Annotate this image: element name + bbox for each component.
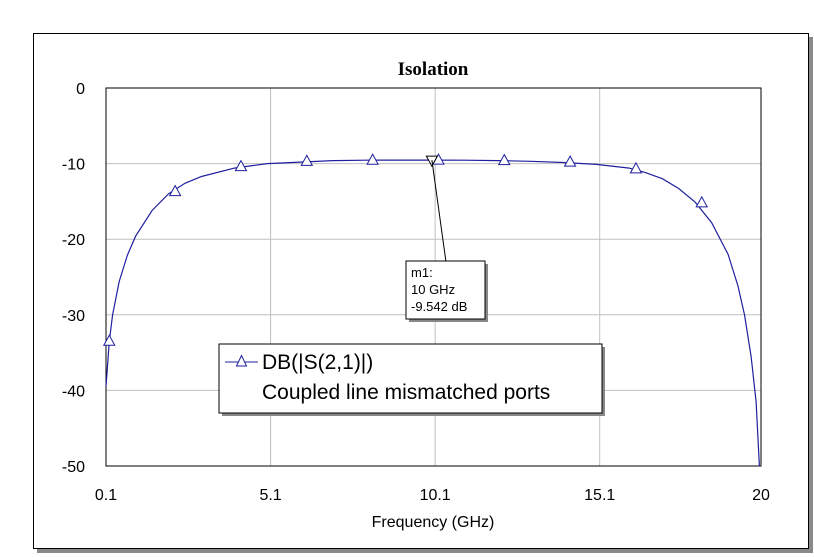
legend-box (218, 343, 603, 414)
plot-border (105, 87, 762, 467)
series-marker-point (497, 153, 511, 166)
series-marker-point (168, 184, 182, 197)
series-marker-point (300, 154, 314, 166)
tick-labels: 0.1 5.1 10.1 15.1 20 0 -10 -20 -30 -40 -50 (62, 81, 770, 504)
series-marker-point (629, 161, 643, 174)
series-marker-point (695, 195, 709, 208)
y-tick-label: 0 (76, 81, 85, 98)
marker-x-value: 10 GHz (411, 282, 455, 297)
marker-leader-line (431, 160, 447, 263)
x-tick-label: 20 (752, 487, 770, 504)
y-tick-label: -50 (62, 459, 85, 476)
series-line (105, 159, 760, 467)
x-tick-label: 5.1 (259, 487, 281, 504)
legend[interactable]: DB(|S(2,1)|) Coupled line mismatched por… (218, 343, 605, 416)
marker-box (405, 260, 486, 320)
y-tick-label: -20 (62, 232, 85, 249)
chart-title: Isolation (398, 59, 469, 80)
y-tick-label: -30 (62, 308, 85, 325)
series-layer (102, 153, 760, 467)
marker-m1[interactable]: m1: 10 GHz -9.542 dB (405, 160, 488, 322)
y-tick-label: -10 (62, 157, 85, 174)
legend-series-description: Coupled line mismatched ports (262, 381, 550, 404)
marker-name: m1: (411, 265, 433, 280)
x-tick-label: 0.1 (95, 487, 117, 504)
series-marker-point (366, 153, 379, 165)
x-axis-label: Frequency (GHz) (372, 514, 495, 531)
marker-y-value: -9.542 dB (411, 299, 467, 314)
legend-marker-icon (235, 354, 248, 367)
series-marker-point (102, 334, 116, 346)
series-marker-point (234, 159, 248, 172)
x-tick-label: 15.1 (584, 487, 615, 504)
legend-series-name: DB(|S(2,1)|) (262, 351, 373, 374)
series-marker-point (563, 155, 577, 167)
y-tick-label: -40 (62, 383, 85, 400)
x-tick-label: 10.1 (420, 487, 451, 504)
